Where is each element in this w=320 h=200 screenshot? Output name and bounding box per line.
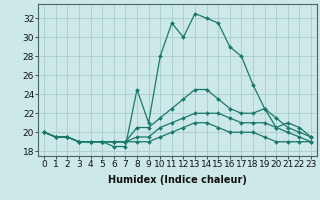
X-axis label: Humidex (Indice chaleur): Humidex (Indice chaleur) (108, 175, 247, 185)
